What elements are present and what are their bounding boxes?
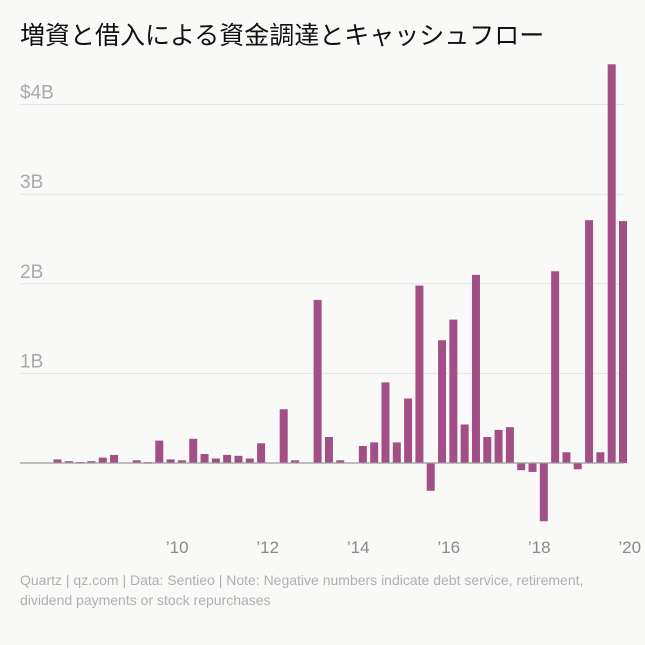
x-tick-label: ’18 <box>528 538 551 557</box>
chart-title: 増資と借入による資金調達とキャッシュフロー <box>20 21 545 50</box>
bar <box>155 440 164 463</box>
x-axis-labels: ’10 ’12 ’14 ’16 ’18 ’20 <box>166 538 641 557</box>
bar <box>551 271 560 463</box>
y-tick-label: $4B <box>20 83 54 104</box>
bar <box>607 64 616 463</box>
bar <box>211 458 220 463</box>
bar <box>234 455 243 463</box>
bar <box>132 460 141 463</box>
bar <box>562 452 571 463</box>
bar <box>177 460 186 463</box>
bar <box>460 424 469 463</box>
bar <box>471 274 480 463</box>
bar <box>404 398 413 463</box>
bar-chart: 1B 2B 3B $4B ’10 ’12 ’14 ’16 ’18 ’20 <box>20 64 641 557</box>
source-note: Quartz | qz.com | Data: Sentieo | Note: … <box>20 572 584 608</box>
bar <box>313 299 322 463</box>
bar <box>517 463 526 471</box>
bar <box>189 438 198 463</box>
bar <box>449 319 458 463</box>
bar <box>257 443 266 463</box>
bar <box>336 460 345 463</box>
bar <box>573 463 582 470</box>
bars <box>53 64 627 522</box>
x-tick-label: ’14 <box>347 538 370 557</box>
bar <box>381 382 390 463</box>
bar <box>166 459 175 463</box>
y-tick-label: 2B <box>20 262 43 283</box>
bar <box>619 221 627 463</box>
x-tick-label: ’16 <box>437 538 460 557</box>
y-tick-label: 1B <box>20 351 43 372</box>
bar <box>585 220 594 463</box>
bar <box>370 442 379 463</box>
bar <box>438 340 447 463</box>
bar <box>483 437 492 463</box>
y-tick-label: 3B <box>20 172 43 193</box>
bar <box>596 452 605 463</box>
bar <box>245 458 254 463</box>
bar <box>291 460 300 463</box>
bar <box>87 461 96 463</box>
bar <box>98 457 107 463</box>
bar <box>200 454 209 463</box>
bar <box>324 437 333 463</box>
y-axis-labels: 1B 2B 3B $4B <box>20 83 54 373</box>
bar <box>494 429 503 463</box>
bar <box>358 445 367 463</box>
bar <box>53 459 62 463</box>
x-tick-label: ’10 <box>166 538 189 557</box>
x-tick-label: ’20 <box>618 538 641 557</box>
gridlines <box>20 104 624 374</box>
bar <box>528 463 537 472</box>
bar <box>279 409 288 463</box>
bar <box>64 461 73 463</box>
bar <box>426 463 435 491</box>
bar <box>539 463 548 522</box>
x-tick-label: ’12 <box>256 538 279 557</box>
bar <box>392 442 401 463</box>
bar <box>110 454 119 463</box>
bar <box>505 427 514 463</box>
bar <box>223 454 232 463</box>
bar <box>415 285 424 463</box>
